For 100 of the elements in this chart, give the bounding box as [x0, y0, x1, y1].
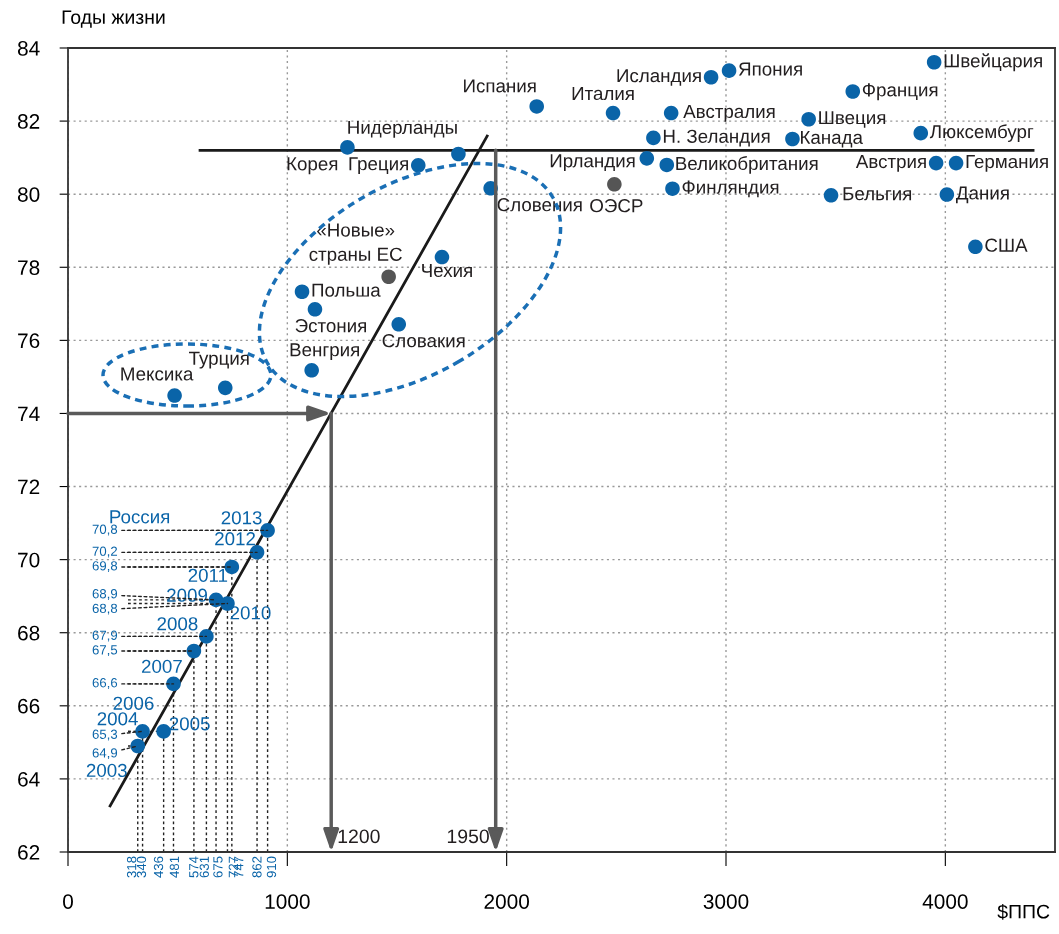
point: [913, 125, 929, 141]
point: [926, 54, 942, 70]
annotation: Венгрия: [290, 343, 359, 361]
point: [845, 84, 861, 99]
annotation: Бельгия: [843, 187, 912, 201]
point: [304, 363, 319, 378]
point: [199, 629, 214, 644]
annotation: 574: [189, 856, 199, 878]
annotation: 2008: [157, 617, 198, 631]
annotation: Эстония: [295, 319, 366, 333]
annotation: Франция: [862, 83, 938, 101]
annotation: 2003: [86, 763, 127, 778]
annotation: 2006: [113, 696, 154, 710]
y-tick-label: 78: [18, 260, 40, 276]
annotation: «Новые» страны ЕС: [309, 223, 402, 265]
annotation: Швеция: [819, 111, 886, 128]
x-tick-label: 1000: [265, 894, 310, 909]
annotation: 2004: [97, 712, 138, 726]
point: [659, 157, 675, 173]
annotation: 67,5: [92, 645, 118, 657]
point: [340, 140, 355, 155]
point: [928, 155, 944, 171]
point: [639, 151, 655, 166]
annotation: ОЭСР: [590, 199, 643, 213]
annotation: 436: [153, 856, 164, 878]
annotation: 318: [126, 856, 137, 878]
annotation: 862: [252, 856, 262, 878]
point: [135, 724, 150, 739]
y-tick-label: 74: [18, 406, 40, 421]
annotation: Мексика: [121, 367, 194, 381]
annotation: Великобритания: [676, 156, 818, 174]
annotation: 675: [213, 856, 223, 878]
annotation: Ирландия: [550, 154, 635, 172]
x-tick-label: 2000: [484, 894, 530, 909]
y-tick-label: 84: [17, 41, 40, 56]
annotation: Корея: [287, 157, 338, 175]
point: [249, 545, 265, 560]
annotation: 2013: [221, 511, 262, 525]
point: [307, 302, 323, 317]
y-axis-title: Годы жизни: [62, 10, 165, 28]
annotation: Исландия: [617, 69, 701, 86]
point: [948, 155, 964, 171]
annotation: Япония: [738, 62, 802, 76]
annotation: 70,2: [92, 546, 118, 558]
annotation: Чехия: [422, 263, 472, 278]
point: [703, 69, 719, 85]
annotation: Польша: [312, 283, 381, 297]
annotation: Н. Зеландия: [663, 129, 770, 147]
y-tick-label: 70: [18, 552, 40, 568]
point: [607, 177, 622, 192]
annotation: Канада: [801, 130, 863, 148]
annotation: 2011: [188, 568, 228, 582]
annotation: 1200: [338, 829, 380, 844]
point: [529, 99, 544, 114]
y-tick-label: 64: [18, 771, 40, 787]
annotation: Нидерланды: [348, 120, 457, 138]
annotation: 69,8: [92, 561, 118, 573]
point: [721, 63, 737, 78]
annotation: 70,8: [92, 524, 118, 536]
annotation: Дания: [956, 186, 1009, 204]
annotation: Германия: [966, 155, 1048, 172]
annotation: 481: [169, 856, 180, 878]
y-tick-label: 62: [18, 845, 40, 860]
annotation: 2009: [167, 588, 208, 602]
point: [410, 158, 426, 173]
point: [217, 380, 233, 396]
text: Россия: [110, 510, 170, 524]
x-tick-label: 4000: [922, 894, 968, 909]
annotation: Люксембург: [929, 124, 1034, 142]
annotation: Словакия: [382, 334, 465, 348]
point: [434, 249, 450, 265]
point: [294, 284, 310, 300]
y-tick-label: 82: [17, 114, 40, 129]
point: [665, 181, 680, 196]
x-tick-label: 0: [63, 894, 73, 909]
annotation: США: [985, 238, 1028, 252]
annotation: Австрия: [855, 155, 926, 172]
annotation: 2012: [215, 532, 255, 546]
point: [167, 388, 182, 403]
annotation: Швейцария: [944, 53, 1042, 72]
point: [785, 131, 800, 147]
y-tick-label: 72: [18, 479, 40, 495]
annotation: 68,8: [92, 603, 118, 615]
point: [968, 239, 983, 255]
y-tick-label: 66: [18, 698, 40, 714]
point: [451, 146, 466, 162]
point: [381, 269, 396, 285]
x-axis-title: $ППС: [997, 903, 1050, 920]
annotation: Австралия: [683, 105, 775, 122]
annotation: Финляндия: [682, 180, 779, 198]
point: [646, 130, 661, 146]
annotation: 340: [136, 856, 147, 878]
annotation: 2010: [230, 606, 271, 620]
annotation: Турция: [189, 351, 249, 369]
annotation: 64,9: [92, 748, 118, 760]
point: [391, 317, 407, 332]
annotation: 2005: [169, 717, 210, 731]
y-tick-label: 76: [18, 333, 40, 349]
y-tick-label: 68: [18, 625, 40, 641]
annotation: 66,6: [92, 678, 118, 689]
